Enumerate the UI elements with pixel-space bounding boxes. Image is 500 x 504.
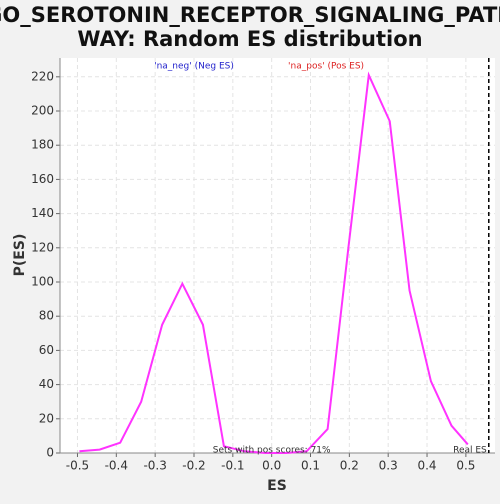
chart-title: WAY: Random ES distribution bbox=[77, 27, 422, 51]
y-tick-label: 40 bbox=[39, 377, 54, 391]
x-tick-label: 0.3 bbox=[379, 459, 398, 473]
y-tick-label: 180 bbox=[31, 138, 54, 152]
x-tick-label: -0.5 bbox=[66, 459, 89, 473]
x-axis-label: ES bbox=[267, 478, 287, 494]
x-tick-label: 0.0 bbox=[262, 459, 281, 473]
y-tick-label: 100 bbox=[31, 275, 54, 289]
annotation: 'na_neg' (Neg ES) bbox=[154, 62, 234, 72]
y-tick-label: 80 bbox=[39, 309, 54, 323]
y-axis-label: P(ES) bbox=[12, 234, 28, 277]
x-tick-label: -0.3 bbox=[143, 459, 166, 473]
y-tick-label: 20 bbox=[39, 411, 54, 425]
x-tick-label: 0.4 bbox=[417, 459, 436, 473]
annotation: Sets with pos scores: 71% bbox=[213, 446, 331, 456]
chart-title: GO_SEROTONIN_RECEPTOR_SIGNALING_PATH bbox=[0, 3, 500, 27]
x-tick-label: -0.2 bbox=[182, 459, 205, 473]
y-tick-label: 160 bbox=[31, 172, 54, 186]
series-line bbox=[79, 71, 469, 454]
x-tick-label: 0.5 bbox=[456, 459, 475, 473]
x-tick-label: -0.4 bbox=[105, 459, 128, 473]
y-tick-label: 200 bbox=[31, 104, 54, 118]
y-tick-label: 60 bbox=[39, 343, 54, 357]
y-tick-label: 120 bbox=[31, 240, 54, 254]
y-tick-label: 140 bbox=[31, 206, 54, 220]
y-tick-label: 0 bbox=[46, 446, 54, 460]
plot-area bbox=[60, 58, 495, 453]
real-es-label: Real ES bbox=[453, 446, 487, 456]
annotation: 'na_pos' (Pos ES) bbox=[288, 62, 364, 72]
x-tick-label: -0.1 bbox=[221, 459, 244, 473]
x-tick-label: 0.2 bbox=[340, 459, 359, 473]
x-tick-label: 0.1 bbox=[301, 459, 320, 473]
y-tick-label: 220 bbox=[31, 69, 54, 83]
